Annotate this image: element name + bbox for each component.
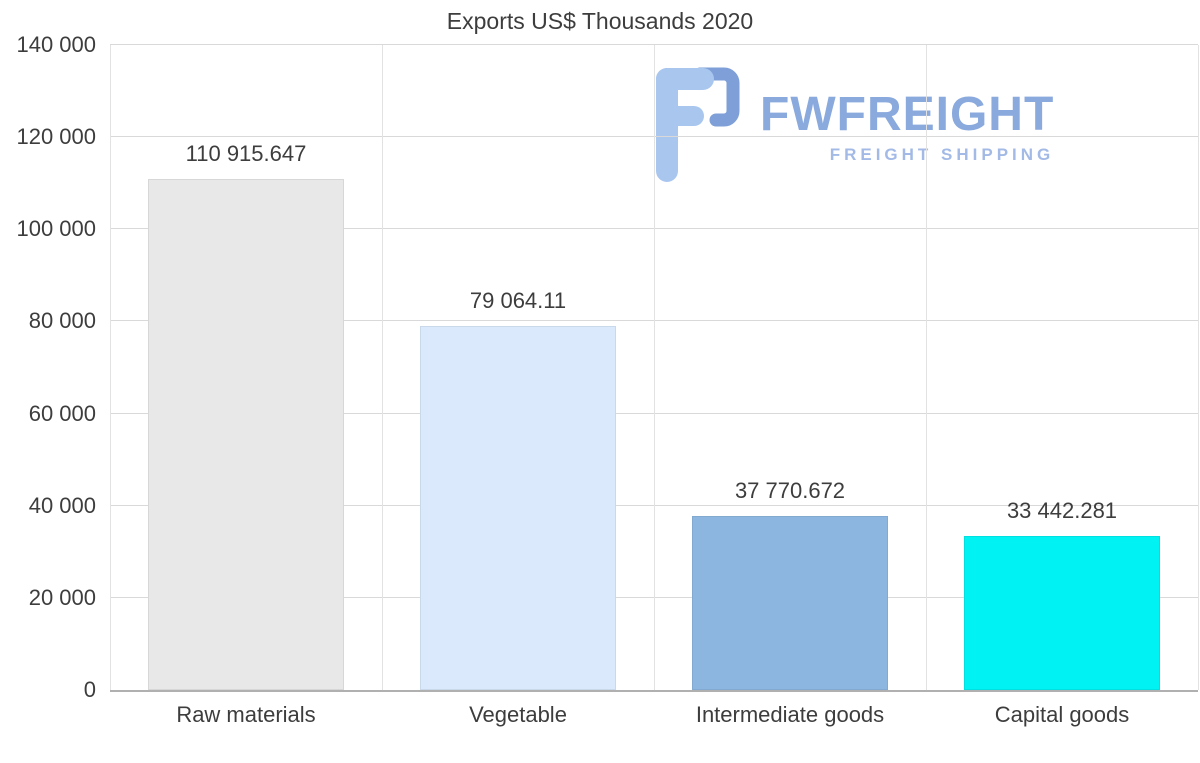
x-axis-category-label: Intermediate goods bbox=[695, 702, 885, 727]
y-axis: 0 20 000 40 000 60 000 80 000 100 000 120 000 1… bbox=[0, 32, 96, 702]
gridline-vertical bbox=[382, 45, 383, 690]
bar-capital-goods bbox=[964, 535, 1160, 690]
bar-raw-materials bbox=[148, 179, 344, 690]
y-axis-tick-label: 20 000 bbox=[28, 584, 96, 610]
x-axis-category-labels: Raw materials Vegetable Intermediate goods… bbox=[110, 702, 1198, 728]
bar-value-label: 33 442.281 bbox=[1006, 497, 1118, 523]
chart-title: Exports US$ Thousands 2020 bbox=[446, 8, 754, 34]
logo: FWFREIGHT FREIGHT SHIPPING bbox=[648, 66, 1054, 189]
y-axis-tick-label: 100 000 bbox=[16, 216, 96, 242]
bar-slot: 33 442.281 bbox=[926, 45, 1198, 690]
logo-text-block: FWFREIGHT FREIGHT SHIPPING bbox=[760, 88, 1055, 164]
bar-slot: 110 915.647 bbox=[110, 45, 382, 690]
bar-slot: 37 770.672 bbox=[654, 45, 926, 690]
gridline-vertical bbox=[654, 45, 655, 690]
y-axis-tick-label: 60 000 bbox=[28, 400, 96, 426]
gridline-vertical bbox=[926, 45, 927, 690]
x-axis-category-label: Capital goods bbox=[994, 702, 1130, 727]
x-axis-category-label: Vegetable bbox=[469, 702, 567, 727]
x-axis-category-label: Raw materials bbox=[176, 702, 316, 727]
bar-slot: 79 064.11 bbox=[382, 45, 654, 690]
gridline-vertical bbox=[110, 45, 111, 690]
bar-vegetable bbox=[420, 325, 616, 690]
gridline-vertical bbox=[1198, 45, 1199, 690]
bar-value-label: 79 064.11 bbox=[469, 287, 567, 313]
y-axis-tick-label: 40 000 bbox=[28, 492, 96, 518]
y-axis-tick-label: 120 000 bbox=[16, 124, 96, 150]
bar-intermediate-goods bbox=[692, 516, 888, 690]
logo-subtitle: FREIGHT SHIPPING bbox=[829, 144, 1055, 164]
y-axis-tick-label: 140 000 bbox=[16, 32, 96, 57]
bar-value-label: 37 770.672 bbox=[734, 478, 846, 503]
logo-name: FWFREIGHT bbox=[760, 88, 1055, 142]
gridline-horizontal bbox=[110, 44, 1198, 45]
bar-value-label: 110 915.647 bbox=[185, 141, 307, 166]
y-axis-tick-label: 0 bbox=[83, 677, 96, 702]
y-axis-tick-label: 80 000 bbox=[28, 308, 96, 334]
plot-area: 110 915.647 79 064.11 37 770.672 33 442.281 bbox=[110, 44, 1199, 692]
fwfreight-logo-icon bbox=[648, 66, 740, 189]
